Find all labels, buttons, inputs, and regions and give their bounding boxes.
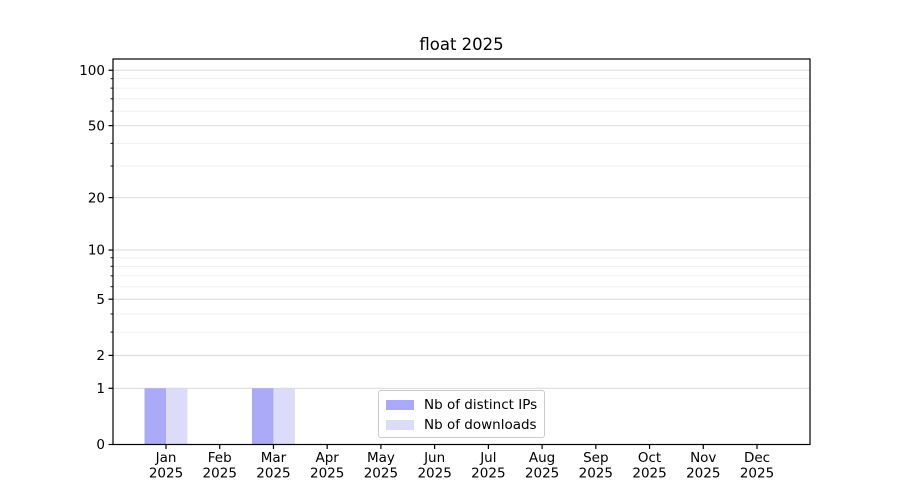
legend-swatch-downloads	[386, 420, 414, 430]
x-tick-label: Oct	[638, 450, 661, 466]
x-tick-label: Dec	[744, 450, 770, 466]
x-tick-year-label: 2025	[740, 466, 774, 482]
x-tick-label: Nov	[690, 450, 716, 466]
y-tick-label: 5	[96, 292, 105, 308]
y-tick-label: 1	[96, 381, 105, 397]
y-tick-label: 50	[88, 118, 105, 134]
y-tick-label: 2	[96, 348, 105, 364]
x-tick-label: May	[367, 450, 395, 466]
bar-nb-of-downloads-mar	[273, 388, 295, 445]
x-tick-year-label: 2025	[203, 466, 237, 482]
legend-label-downloads: Nb of downloads	[424, 417, 537, 433]
x-tick-label: Aug	[529, 450, 555, 466]
x-tick-year-label: 2025	[686, 466, 720, 482]
y-tick-label: 10	[88, 243, 105, 259]
x-tick-label: Apr	[316, 450, 340, 466]
x-tick-label: Jan	[155, 450, 177, 466]
plot-border	[112, 58, 811, 446]
legend-label-distinct-ips: Nb of distinct IPs	[424, 397, 538, 413]
x-tick-label: Jun	[423, 450, 445, 466]
bar-nb-of-distinct-ips-jan	[144, 388, 166, 445]
y-tick-label: 20	[88, 190, 105, 206]
x-tick-label: Jul	[479, 450, 496, 466]
x-tick-year-label: 2025	[364, 466, 398, 482]
y-tick-label: 0	[96, 437, 105, 453]
x-tick-label: Feb	[208, 450, 232, 466]
x-tick-year-label: 2025	[471, 466, 505, 482]
chart-title: float 2025	[419, 35, 504, 54]
legend-item-distinct-ips: Nb of distinct IPs	[386, 395, 544, 415]
legend-swatch-distinct-ips	[386, 400, 414, 410]
legend: Nb of distinct IPs Nb of downloads	[378, 390, 545, 438]
x-tick-year-label: 2025	[417, 466, 451, 482]
x-tick-year-label: 2025	[579, 466, 613, 482]
bar-nb-of-downloads-jan	[166, 388, 188, 445]
x-tick-year-label: 2025	[256, 466, 290, 482]
x-tick-year-label: 2025	[632, 466, 666, 482]
x-tick-year-label: 2025	[525, 466, 559, 482]
x-tick-year-label: 2025	[149, 466, 183, 482]
bar-nb-of-distinct-ips-mar	[251, 388, 274, 445]
legend-item-downloads: Nb of downloads	[386, 415, 544, 435]
x-tick-label: Sep	[583, 450, 608, 466]
y-tick-label: 100	[79, 63, 105, 79]
x-tick-year-label: 2025	[310, 466, 344, 482]
x-tick-label: Mar	[261, 450, 287, 466]
